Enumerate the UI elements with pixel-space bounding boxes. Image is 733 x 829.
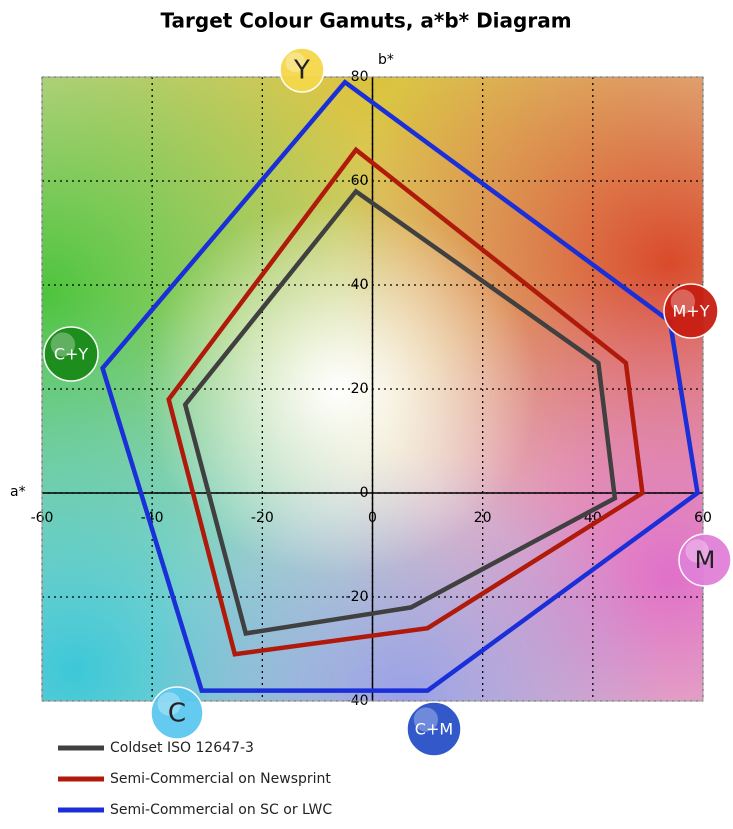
colour-patch-label: C+Y <box>54 345 89 364</box>
y-tick-label: -20 <box>346 589 369 605</box>
y-axis-label: b* <box>378 52 394 68</box>
colour-patch-label: Y <box>293 56 310 86</box>
y-tick-label: 40 <box>351 277 369 293</box>
colour-patch: C+M <box>407 702 461 756</box>
x-tick-label: 20 <box>474 510 492 526</box>
colour-patch-label: C+M <box>415 720 453 739</box>
legend-label: Semi-Commercial on SC or LWC <box>110 802 332 818</box>
chart-title: Target Colour Gamuts, a*b* Diagram <box>160 9 571 33</box>
x-tick-label: -20 <box>251 510 274 526</box>
y-tick-label: 60 <box>351 173 369 189</box>
colour-patch: M+Y <box>664 284 718 338</box>
colour-patch: C+Y <box>44 327 98 381</box>
colour-patch: Y <box>280 48 324 92</box>
colour-patch-label: C <box>168 699 186 729</box>
x-axis-label: a* <box>10 484 26 500</box>
colour-patch: M <box>679 534 731 586</box>
legend-label: Semi-Commercial on Newsprint <box>110 771 331 787</box>
chart: Target Colour Gamuts, a*b* Diagram a* b*… <box>0 0 733 825</box>
colour-patch-label: M+Y <box>673 302 710 321</box>
legend-label: Coldset ISO 12647-3 <box>110 740 254 756</box>
colour-patch: C <box>151 687 203 739</box>
legend: Coldset ISO 12647-3 Semi-Commercial on Ne… <box>58 740 332 818</box>
y-tick-label: 20 <box>351 381 369 397</box>
colour-patch-label: M <box>695 546 716 574</box>
